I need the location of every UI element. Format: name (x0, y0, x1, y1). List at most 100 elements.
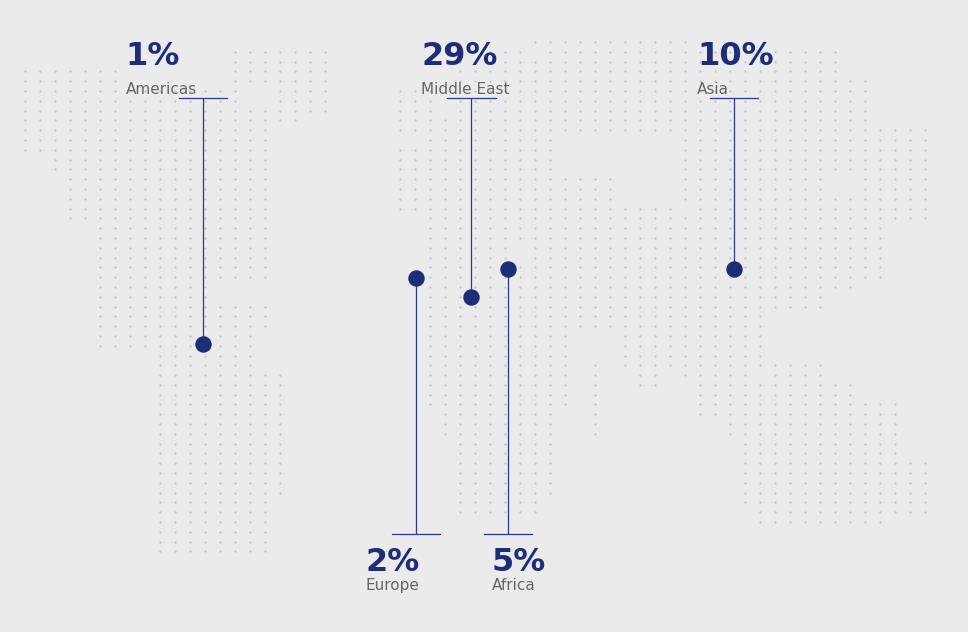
Point (257, 174, 273, 185)
Point (512, 184, 528, 194)
Point (542, 125, 558, 135)
Point (902, 145, 918, 155)
Point (828, 243, 843, 253)
Point (798, 204, 813, 214)
Point (528, 252, 543, 263)
Point (422, 233, 438, 243)
Point (392, 193, 408, 204)
Point (738, 106, 753, 116)
Point (918, 154, 933, 164)
Point (212, 174, 227, 185)
Text: Middle East: Middle East (421, 82, 509, 97)
Point (498, 399, 513, 410)
Point (468, 115, 483, 125)
Point (482, 458, 498, 468)
Point (528, 370, 543, 380)
Point (182, 419, 197, 429)
Point (452, 370, 468, 380)
Point (662, 76, 678, 86)
Point (122, 243, 137, 253)
Point (678, 262, 693, 272)
Point (468, 410, 483, 420)
Point (227, 458, 242, 468)
Point (602, 282, 618, 292)
Point (167, 106, 183, 116)
Point (768, 262, 783, 272)
Point (587, 262, 602, 272)
Point (768, 125, 783, 135)
Point (77, 164, 93, 174)
Point (738, 350, 753, 360)
Point (182, 478, 197, 488)
Point (648, 262, 663, 272)
Point (482, 331, 498, 341)
Point (152, 311, 167, 321)
Point (542, 350, 558, 360)
Point (512, 350, 528, 360)
Point (122, 86, 137, 96)
Point (182, 174, 197, 185)
Point (632, 341, 648, 351)
Point (392, 106, 408, 116)
Point (738, 331, 753, 341)
Point (452, 311, 468, 321)
Point (858, 272, 873, 282)
Point (618, 252, 633, 263)
Point (182, 321, 197, 331)
Point (842, 154, 858, 164)
Point (392, 164, 408, 174)
Point (137, 223, 153, 233)
Point (678, 360, 693, 370)
Point (542, 204, 558, 214)
Point (122, 193, 137, 204)
Point (152, 292, 167, 302)
Point (632, 115, 648, 125)
Point (512, 380, 528, 390)
Point (738, 301, 753, 312)
Point (498, 184, 513, 194)
Point (812, 193, 828, 204)
Point (828, 468, 843, 478)
Point (872, 213, 888, 223)
Point (602, 115, 618, 125)
Point (722, 76, 738, 86)
Point (92, 125, 107, 135)
Point (17, 66, 33, 76)
Point (392, 184, 408, 194)
Point (272, 488, 287, 498)
Point (528, 468, 543, 478)
Point (422, 321, 438, 331)
Point (227, 439, 242, 449)
Point (678, 370, 693, 380)
Point (858, 419, 873, 429)
Point (722, 399, 738, 410)
Point (678, 37, 693, 47)
Point (678, 76, 693, 86)
Point (62, 106, 77, 116)
Point (842, 410, 858, 420)
Point (422, 360, 438, 370)
Point (782, 47, 798, 57)
Point (558, 125, 573, 135)
Point (122, 106, 137, 116)
Point (692, 410, 708, 420)
Point (318, 86, 333, 96)
Point (182, 135, 197, 145)
Point (257, 537, 273, 547)
Point (542, 478, 558, 488)
Point (212, 262, 227, 272)
Point (452, 419, 468, 429)
Point (197, 507, 213, 517)
Point (212, 125, 227, 135)
Point (528, 37, 543, 47)
Point (618, 282, 633, 292)
Point (438, 272, 453, 282)
Point (768, 115, 783, 125)
Point (468, 380, 483, 390)
Point (528, 204, 543, 214)
Point (498, 66, 513, 76)
Point (77, 86, 93, 96)
Point (872, 488, 888, 498)
Point (167, 410, 183, 420)
Point (272, 380, 287, 390)
